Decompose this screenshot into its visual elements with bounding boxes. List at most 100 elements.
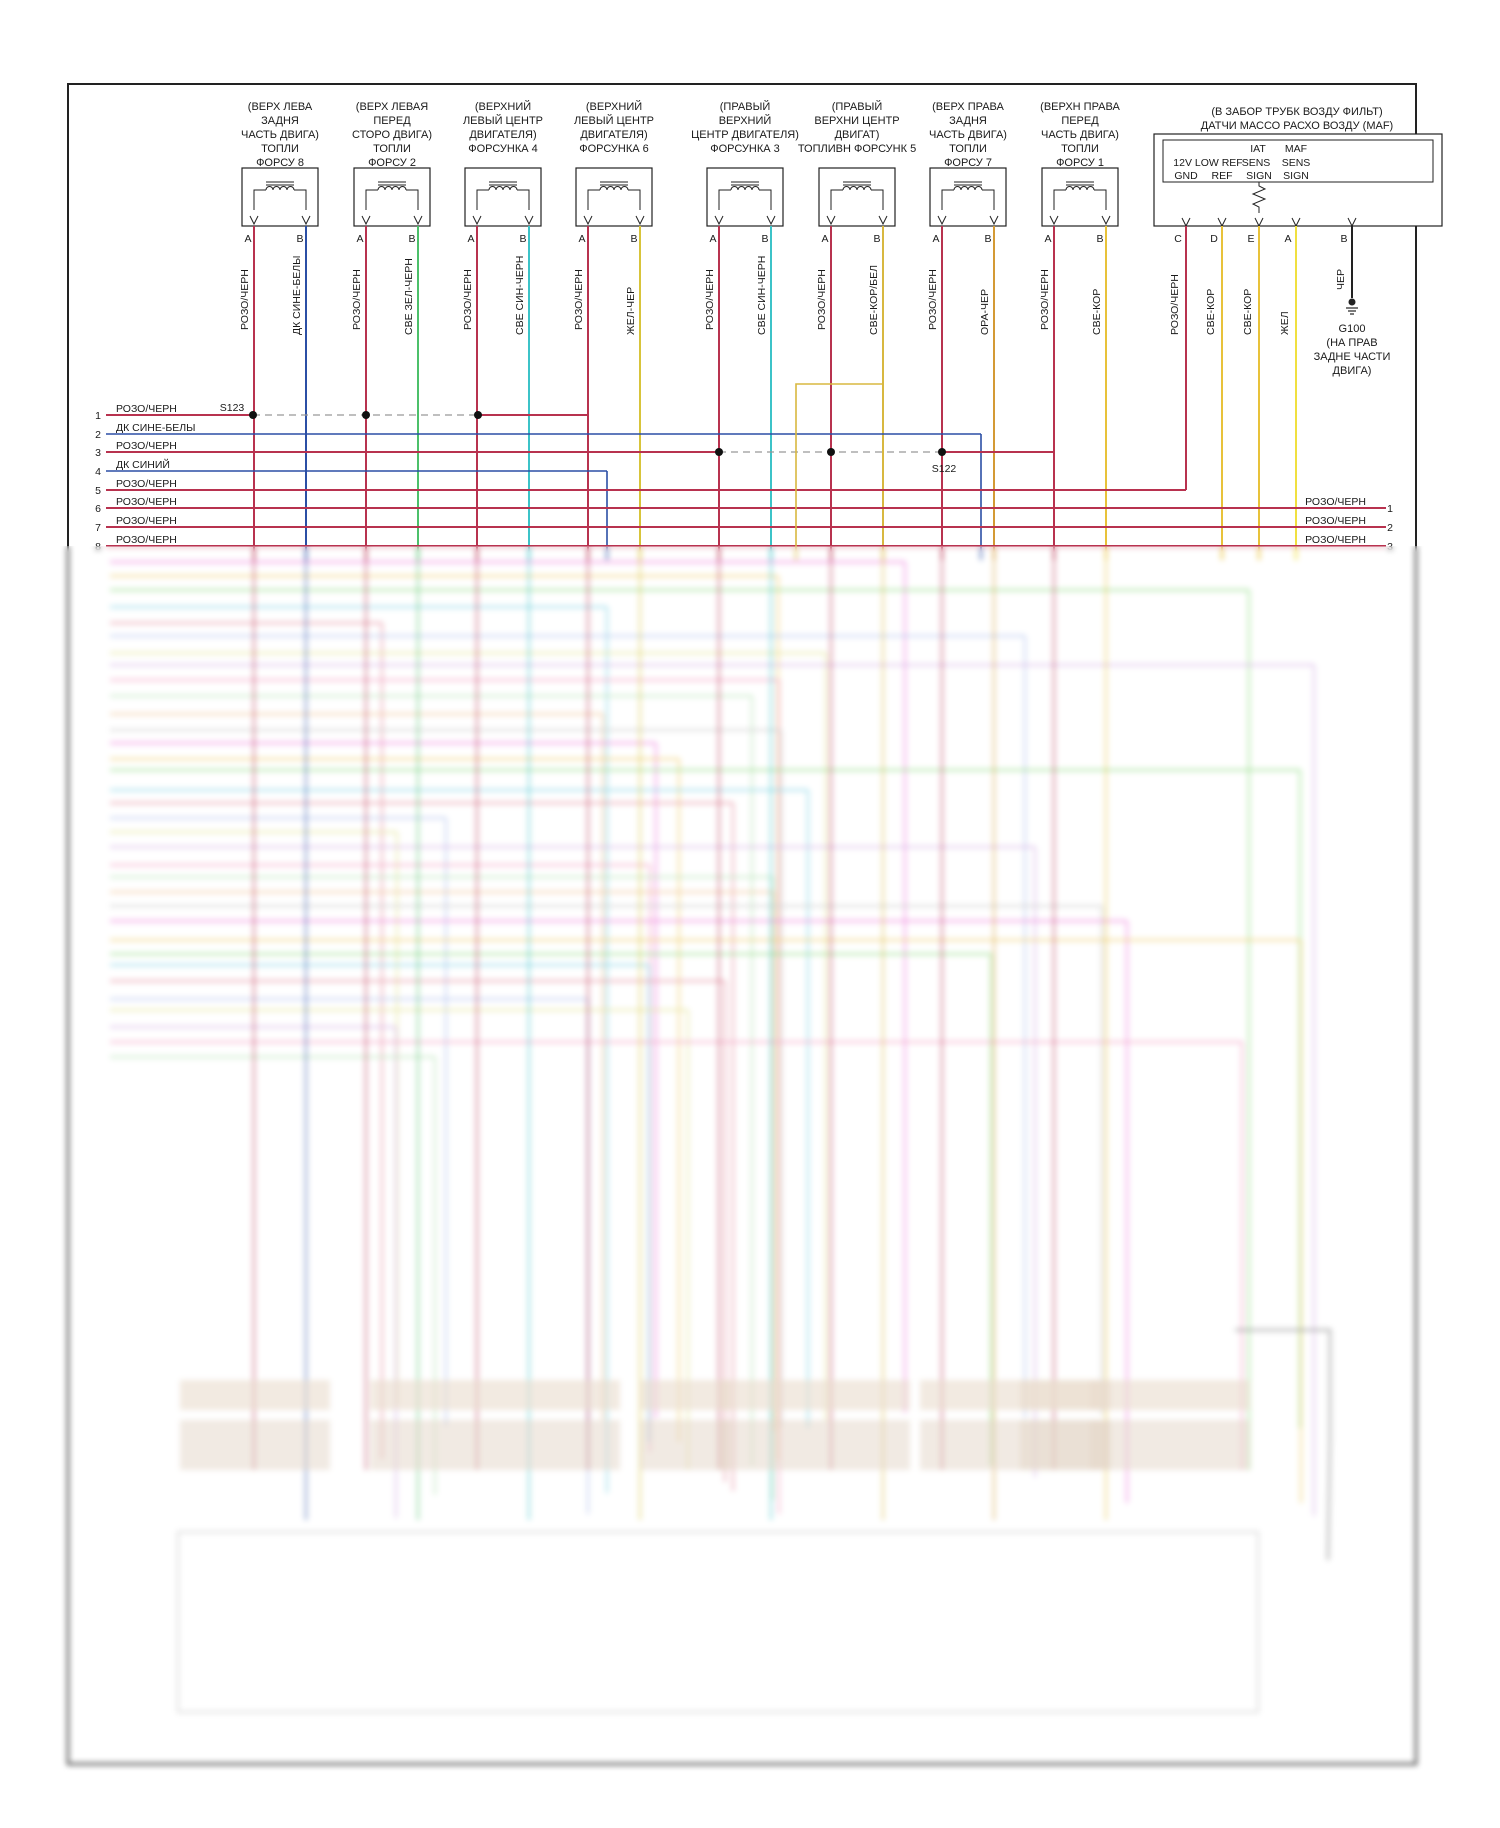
pin-label: B	[984, 233, 991, 245]
injector-label: ТОПЛИ	[1061, 143, 1099, 155]
maf-label: 12V LOW REF	[1173, 157, 1242, 169]
pin-arrow-icon	[524, 215, 534, 226]
maf-label: REF	[1212, 170, 1233, 182]
pin-label: B	[630, 233, 637, 245]
pcm-connector-region	[110, 560, 1332, 1713]
wire-label: СВЕ ЗЕЛ-ЧЕРН	[403, 258, 415, 335]
injector-label: ТОПЛИ	[261, 143, 299, 155]
pin-arrow-icon	[1049, 215, 1059, 226]
injector-label: СТОРО ДВИГА)	[352, 129, 432, 141]
coil-icon	[730, 186, 760, 191]
maf-box	[1153, 133, 1443, 227]
splice-dot	[474, 411, 482, 419]
blurred-connector	[1090, 1380, 1250, 1410]
injector-label: (ВЕРХ ЛЕВАЯ	[356, 101, 428, 113]
injector-box	[706, 167, 784, 227]
injector-label: ВЕРХНИЙ	[719, 114, 772, 127]
pin-label: B	[1096, 233, 1103, 245]
injector-label: ЗАДНЯ	[261, 115, 299, 127]
injector-label: ЧАСТЬ ДВИГА)	[241, 129, 319, 141]
pin-label: A	[467, 233, 474, 245]
wire-label: СВЕ-КОР	[1205, 289, 1217, 335]
coil-leads	[587, 189, 641, 210]
pin-label: B	[296, 233, 303, 245]
injector-label: (ВЕРХНИЙ	[475, 100, 531, 113]
injector-inj1: (ВЕРХН ПРАВА ПЕРЕД ЧАСТЬ ДВИГА) ТОПЛИ ФОРСУ …	[1039, 101, 1120, 560]
right-row-wire-label: РОЗО/ЧЕРН	[1305, 496, 1366, 508]
row-wire-label: РОЗО/ЧЕРН	[116, 534, 177, 546]
injector-label: ПЕРЕД	[1061, 115, 1099, 127]
splice-label-s122: S122	[932, 463, 957, 475]
injector-group: (ВЕРХ ЛЕВА ЗАДНЯ ЧАСТЬ ДВИГА) ТОПЛИ ФОРСУ 8 A…	[239, 100, 1120, 560]
injector-inj8: (ВЕРХ ЛЕВА ЗАДНЯ ЧАСТЬ ДВИГА) ТОПЛИ ФОРСУ 8 A…	[239, 101, 319, 560]
ground-label: G100	[1339, 323, 1366, 335]
pin-label: B	[1340, 233, 1347, 245]
pin-label: D	[1210, 233, 1218, 245]
pin-label: A	[244, 233, 251, 245]
coil-icon	[377, 186, 407, 191]
coil-leads	[830, 189, 884, 210]
blurred-connector	[720, 1380, 910, 1410]
pin-arrow-icon	[249, 215, 259, 226]
maf-inner	[1162, 139, 1434, 183]
pin-arrow-icon	[472, 215, 482, 226]
row-number: 3	[95, 447, 101, 459]
splice-dot	[938, 448, 946, 456]
injector-box	[575, 167, 653, 227]
pin-arrow-icon	[766, 215, 776, 226]
pin-label: B	[408, 233, 415, 245]
ground-label: ДВИГА)	[1333, 365, 1372, 377]
coil-icon	[842, 186, 872, 191]
right-row-wire-label: РОЗО/ЧЕРН	[1305, 515, 1366, 527]
injector-label: ЧАСТЬ ДВИГА)	[1041, 129, 1119, 141]
diagram-frame	[67, 83, 1417, 1765]
maf-label: GND	[1174, 170, 1198, 182]
blurred-connector	[640, 1420, 730, 1470]
injector-label: ТОПЛИ	[373, 143, 411, 155]
splice-dot	[362, 411, 370, 419]
resistor-icon	[1251, 182, 1267, 213]
row-wire-label: РОЗО/ЧЕРН	[116, 478, 177, 490]
injector-label: (ВЕРХ ПРАВА	[932, 101, 1004, 113]
maf-label: SENS	[1282, 157, 1311, 169]
splice-dot	[827, 448, 835, 456]
injector-box	[464, 167, 542, 227]
maf-title: (В ЗАБОР ТРУБК ВОЗДУ ФИЛЬТ)	[1211, 106, 1382, 118]
blurred-connector	[180, 1420, 330, 1470]
injector-label: ЛЕВЫЙ ЦЕНТР	[463, 114, 543, 127]
right-row-wire-label: РОЗО/ЧЕРН	[1305, 534, 1366, 546]
pin-label: B	[519, 233, 526, 245]
injector-label: ВЕРХНИ ЦЕНТР	[814, 115, 899, 127]
injector-label: ФОРСУНКА 3	[710, 143, 780, 155]
row-wire-label: РОЗО/ЧЕРН	[116, 440, 177, 452]
wire-label: РОЗО/ЧЕРН	[351, 269, 363, 330]
wire-inj5-b-route	[795, 340, 884, 560]
ground-label: ЗАДНЕ ЧАСТИ	[1314, 351, 1391, 363]
wire-label: СВЕ-КОР	[1242, 289, 1254, 335]
injector-box	[353, 167, 431, 227]
row-number: 1	[95, 410, 101, 422]
pin-label: A	[709, 233, 716, 245]
pin-label: A	[821, 233, 828, 245]
pin-arrow-icon	[937, 215, 947, 226]
blurred-connector	[180, 1380, 330, 1410]
coil-icon	[599, 186, 629, 191]
injector-label: ЗАДНЯ	[949, 115, 987, 127]
pin-arrow-icon	[413, 215, 423, 226]
row-wire-label: РОЗО/ЧЕРН	[116, 515, 177, 527]
injector-label: ЛЕВЫЙ ЦЕНТР	[574, 114, 654, 127]
coil-icon	[488, 186, 518, 191]
injector-box	[818, 167, 896, 227]
pin-label: B	[873, 233, 880, 245]
injector-label: ФОРСУ 2	[368, 157, 416, 169]
pin-label: A	[1044, 233, 1051, 245]
injector-label: ЧАСТЬ ДВИГА)	[929, 129, 1007, 141]
wire-label: РОЗО/ЧЕРН	[573, 269, 585, 330]
pin-label: B	[761, 233, 768, 245]
wire-label: РОЗО/ЧЕРН	[462, 269, 474, 330]
row-wire-label: ДК СИНИЙ	[116, 458, 170, 471]
injector-label: ДВИГАТ)	[835, 129, 880, 141]
row-wire-label: РОЗО/ЧЕРН	[116, 496, 177, 508]
